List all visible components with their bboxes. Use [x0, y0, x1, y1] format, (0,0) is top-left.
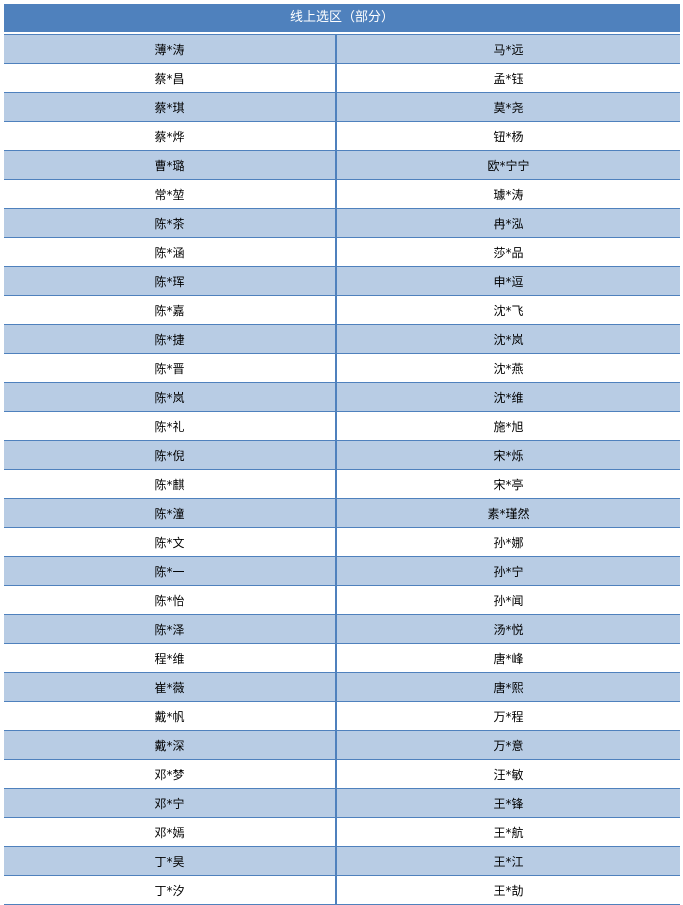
name-cell-right: 沈*维	[336, 382, 680, 412]
name-cell-right: 万*程	[336, 701, 680, 731]
table-row: 陈*嘉 沈*飞	[4, 295, 680, 325]
name-cell-right: 汪*敏	[336, 759, 680, 789]
table-row: 戴*帆 万*程	[4, 701, 680, 731]
name-cell-left: 陈*怡	[4, 585, 337, 615]
table-row: 陈*晋 沈*燕	[4, 353, 680, 383]
table-row: 邓*宁 王*锋	[4, 788, 680, 818]
table-row: 蔡*烨 钮*杨	[4, 121, 680, 151]
name-cell-right: 莫*尧	[336, 92, 680, 122]
name-cell-right: 汤*悦	[336, 614, 680, 644]
name-cell-left: 陈*倪	[4, 440, 337, 470]
table-row: 陈*珲 申*逗	[4, 266, 680, 296]
name-cell-right: 唐*熙	[336, 672, 680, 702]
name-cell-right: 宋*亭	[336, 469, 680, 499]
name-cell-left: 邓*宁	[4, 788, 337, 818]
name-cell-right: 宋*烁	[336, 440, 680, 470]
name-cell-right: 王*锋	[336, 788, 680, 818]
table-row: 丁*汐 王*劼	[4, 875, 680, 905]
name-cell-left: 陈*岚	[4, 382, 337, 412]
name-cell-left: 陈*茶	[4, 208, 337, 238]
name-cell-right: 欧*宁宁	[336, 150, 680, 180]
table-title: 线上选区（部分）	[4, 4, 680, 34]
table-row: 邓*嫣 王*航	[4, 817, 680, 847]
name-cell-right: 施*旭	[336, 411, 680, 441]
name-cell-left: 丁*昊	[4, 846, 337, 876]
table-row: 薄*涛 马*远	[4, 34, 680, 64]
table-row: 戴*深 万*意	[4, 730, 680, 760]
table-row: 程*维 唐*峰	[4, 643, 680, 673]
table-row: 陈*捷 沈*岚	[4, 324, 680, 354]
name-cell-left: 崔*薇	[4, 672, 337, 702]
name-cell-left: 陈*一	[4, 556, 337, 586]
name-cell-left: 蔡*琪	[4, 92, 337, 122]
name-cell-right: 马*远	[336, 34, 680, 64]
table-row: 邓*梦 汪*敏	[4, 759, 680, 789]
table-row: 陈*麒 宋*亭	[4, 469, 680, 499]
name-cell-right: 王*江	[336, 846, 680, 876]
name-cell-right: 万*意	[336, 730, 680, 760]
name-cell-left: 丁*汐	[4, 875, 337, 905]
name-cell-left: 陈*珲	[4, 266, 337, 296]
name-cell-left: 戴*帆	[4, 701, 337, 731]
table-row: 陈*一 孙*宁	[4, 556, 680, 586]
name-cell-left: 程*维	[4, 643, 337, 673]
table-row: 曹*璐 欧*宁宁	[4, 150, 680, 180]
name-cell-left: 陈*麒	[4, 469, 337, 499]
name-cell-right: 冉*泓	[336, 208, 680, 238]
name-cell-right: 沈*岚	[336, 324, 680, 354]
name-cell-right: 璩*涛	[336, 179, 680, 209]
name-cell-left: 常*堃	[4, 179, 337, 209]
name-cell-left: 陈*涵	[4, 237, 337, 267]
name-cell-left: 陈*泽	[4, 614, 337, 644]
table-row: 陈*文 孙*娜	[4, 527, 680, 557]
name-cell-right: 孟*钰	[336, 63, 680, 93]
name-cell-right: 钮*杨	[336, 121, 680, 151]
name-cell-right: 孙*娜	[336, 527, 680, 557]
table-row: 陈*礼 施*旭	[4, 411, 680, 441]
name-cell-left: 蔡*烨	[4, 121, 337, 151]
name-cell-right: 莎*品	[336, 237, 680, 267]
table-row: 陈*茶 冉*泓	[4, 208, 680, 238]
name-cell-right: 孙*闻	[336, 585, 680, 615]
name-cell-left: 蔡*昌	[4, 63, 337, 93]
name-cell-right: 沈*飞	[336, 295, 680, 325]
table-row: 陈*怡 孙*闻	[4, 585, 680, 615]
table-row: 丁*昊 王*江	[4, 846, 680, 876]
name-cell-left: 陈*晋	[4, 353, 337, 383]
name-cell-left: 陈*嘉	[4, 295, 337, 325]
table-row: 陈*涵 莎*品	[4, 237, 680, 267]
name-cell-left: 薄*涛	[4, 34, 337, 64]
name-cell-right: 王*航	[336, 817, 680, 847]
table-row: 陈*泽 汤*悦	[4, 614, 680, 644]
name-cell-left: 邓*嫣	[4, 817, 337, 847]
name-list-table-container: 线上选区（部分） 薄*涛 马*远 蔡*昌 孟*钰 蔡*琪 莫*尧 蔡*烨 钮*杨 曹*璐 欧*宁宁…	[4, 4, 680, 905]
name-table: 薄*涛 马*远 蔡*昌 孟*钰 蔡*琪 莫*尧 蔡*烨 钮*杨 曹*璐 欧*宁宁 常*堃 璩*涛 陈*茶…	[4, 34, 680, 905]
name-cell-right: 申*逗	[336, 266, 680, 296]
table-row: 崔*薇 唐*熙	[4, 672, 680, 702]
name-cell-right: 孙*宁	[336, 556, 680, 586]
table-row: 陈*岚 沈*维	[4, 382, 680, 412]
name-cell-left: 陈*捷	[4, 324, 337, 354]
name-cell-right: 王*劼	[336, 875, 680, 905]
table-row: 蔡*昌 孟*钰	[4, 63, 680, 93]
table-row: 常*堃 璩*涛	[4, 179, 680, 209]
table-row: 蔡*琪 莫*尧	[4, 92, 680, 122]
table-row: 陈*倪 宋*烁	[4, 440, 680, 470]
name-cell-right: 素*瑾然	[336, 498, 680, 528]
name-cell-left: 陈*潼	[4, 498, 337, 528]
name-cell-right: 唐*峰	[336, 643, 680, 673]
name-cell-left: 戴*深	[4, 730, 337, 760]
name-cell-right: 沈*燕	[336, 353, 680, 383]
name-cell-left: 陈*文	[4, 527, 337, 557]
name-cell-left: 邓*梦	[4, 759, 337, 789]
name-cell-left: 曹*璐	[4, 150, 337, 180]
name-cell-left: 陈*礼	[4, 411, 337, 441]
table-row: 陈*潼 素*瑾然	[4, 498, 680, 528]
